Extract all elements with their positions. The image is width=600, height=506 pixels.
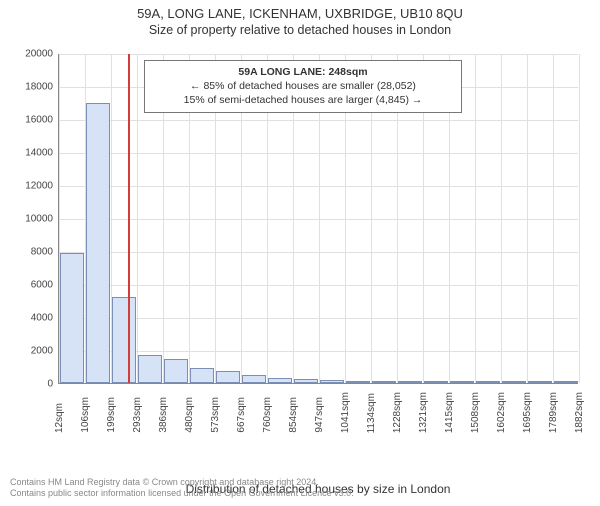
histogram-bar bbox=[164, 359, 189, 383]
histogram-bar bbox=[138, 355, 163, 383]
y-tick-label: 14000 bbox=[13, 148, 53, 159]
x-tick-label: 947sqm bbox=[314, 397, 325, 433]
footer-line1: Contains HM Land Registry data © Crown c… bbox=[10, 477, 354, 489]
y-tick-label: 0 bbox=[13, 379, 53, 390]
y-tick-label: 6000 bbox=[13, 280, 53, 291]
x-tick-label: 1228sqm bbox=[392, 392, 403, 433]
chart-container: Number of detached properties 0200040006… bbox=[58, 54, 578, 424]
page-title-line1: 59A, LONG LANE, ICKENHAM, UXBRIDGE, UB10… bbox=[0, 6, 600, 21]
histogram-bar bbox=[268, 378, 293, 383]
x-tick-label: 854sqm bbox=[288, 397, 299, 433]
y-tick-label: 18000 bbox=[13, 82, 53, 93]
y-tick-label: 4000 bbox=[13, 313, 53, 324]
x-tick-label: 1695sqm bbox=[522, 392, 533, 433]
histogram-bar bbox=[320, 380, 345, 383]
y-tick-label: 8000 bbox=[13, 247, 53, 258]
x-tick-label: 1602sqm bbox=[496, 392, 507, 433]
histogram-bar bbox=[346, 381, 371, 383]
x-tick-label: 12sqm bbox=[54, 403, 65, 433]
gridline-v bbox=[137, 54, 138, 383]
y-tick-label: 2000 bbox=[13, 346, 53, 357]
y-tick-label: 16000 bbox=[13, 115, 53, 126]
histogram-bar bbox=[424, 381, 449, 383]
gridline-v bbox=[579, 54, 580, 383]
histogram-bar bbox=[554, 381, 579, 383]
x-tick-label: 199sqm bbox=[106, 397, 117, 433]
x-tick-label: 1041sqm bbox=[340, 392, 351, 433]
y-tick-label: 10000 bbox=[13, 214, 53, 225]
histogram-bar bbox=[242, 375, 267, 383]
x-tick-label: 1321sqm bbox=[418, 392, 429, 433]
reference-line bbox=[128, 54, 130, 383]
x-tick-label: 386sqm bbox=[158, 397, 169, 433]
gridline-v bbox=[475, 54, 476, 383]
x-tick-label: 293sqm bbox=[132, 397, 143, 433]
histogram-bar bbox=[190, 368, 215, 383]
y-tick-label: 20000 bbox=[13, 49, 53, 60]
histogram-bar bbox=[450, 381, 475, 383]
footer-attribution: Contains HM Land Registry data © Crown c… bbox=[10, 477, 354, 500]
x-tick-label: 1508sqm bbox=[470, 392, 481, 433]
info-box-line: 15% of semi-detached houses are larger (… bbox=[153, 93, 453, 107]
gridline-v bbox=[527, 54, 528, 383]
gridline-v bbox=[553, 54, 554, 383]
x-tick-label: 1134sqm bbox=[366, 393, 377, 433]
x-tick-label: 480sqm bbox=[184, 397, 195, 433]
histogram-bar bbox=[60, 253, 85, 383]
histogram-bar bbox=[294, 379, 319, 383]
histogram-bar bbox=[216, 371, 241, 383]
page-title-line2: Size of property relative to detached ho… bbox=[0, 23, 600, 37]
x-tick-label: 1882sqm bbox=[574, 392, 585, 433]
gridline-v bbox=[501, 54, 502, 383]
plot-area: 0200040006000800010000120001400016000180… bbox=[58, 54, 578, 384]
info-box-title: 59A LONG LANE: 248sqm bbox=[153, 65, 453, 79]
histogram-bar bbox=[398, 381, 423, 383]
histogram-bar bbox=[502, 381, 527, 383]
footer-line2: Contains public sector information licen… bbox=[10, 488, 354, 500]
x-tick-label: 1415sqm bbox=[444, 392, 455, 433]
x-tick-label: 106sqm bbox=[80, 397, 91, 433]
y-tick-label: 12000 bbox=[13, 181, 53, 192]
x-tick-label: 573sqm bbox=[210, 397, 221, 433]
x-tick-label: 667sqm bbox=[236, 397, 247, 433]
histogram-bar bbox=[372, 381, 397, 383]
histogram-bar bbox=[476, 381, 501, 383]
x-tick-label: 1789sqm bbox=[548, 392, 559, 433]
info-box-line: ← 85% of detached houses are smaller (28… bbox=[153, 79, 453, 93]
histogram-bar bbox=[86, 103, 111, 384]
info-box: 59A LONG LANE: 248sqm← 85% of detached h… bbox=[144, 60, 462, 113]
histogram-bar bbox=[112, 297, 137, 383]
histogram-bar bbox=[528, 381, 553, 383]
x-tick-label: 760sqm bbox=[262, 397, 273, 433]
